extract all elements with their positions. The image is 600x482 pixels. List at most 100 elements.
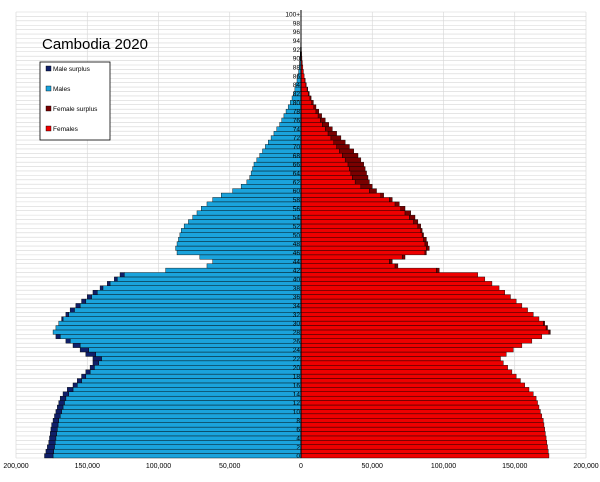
age-label: 50 <box>293 232 301 239</box>
female-surplus-bar <box>380 192 384 198</box>
male-bar <box>59 413 302 419</box>
male-bar <box>175 245 302 251</box>
female-surplus-bar <box>308 91 310 97</box>
male-bar <box>68 312 302 317</box>
age-label: 66 <box>293 162 301 169</box>
female-bar <box>300 334 543 339</box>
female-bar <box>300 387 530 392</box>
male-bar <box>55 435 302 441</box>
female-bar <box>300 179 356 185</box>
male-bar <box>196 210 302 216</box>
age-label: 94 <box>293 38 301 45</box>
female-bar <box>300 422 545 428</box>
female-bar <box>300 329 550 335</box>
male-bar <box>89 369 302 375</box>
female-bar <box>300 91 309 97</box>
female-bar <box>300 320 544 326</box>
age-label: 22 <box>293 356 301 363</box>
male-bar <box>212 259 302 264</box>
female-surplus-bar <box>347 161 364 167</box>
female-bar <box>300 391 534 397</box>
female-surplus-bar <box>389 259 393 264</box>
male-surplus-bar <box>65 338 71 344</box>
male-bar <box>176 250 302 256</box>
male-bar <box>220 192 302 198</box>
age-label: 96 <box>293 29 301 36</box>
male-surplus-bar <box>65 312 69 317</box>
female-surplus-bar <box>360 184 373 189</box>
age-label: 72 <box>293 135 301 142</box>
age-label: 76 <box>293 117 301 124</box>
age-label: 8 <box>296 418 300 425</box>
male-surplus-bar <box>51 422 59 428</box>
age-label: 62 <box>293 179 301 186</box>
male-bar <box>58 418 302 423</box>
male-bar <box>165 267 302 273</box>
female-bar <box>300 373 517 379</box>
female-bar <box>300 342 523 348</box>
female-surplus-bar <box>330 135 342 141</box>
female-bar <box>300 267 437 273</box>
age-label: 12 <box>293 400 301 407</box>
age-label: 78 <box>293 109 301 116</box>
female-bar <box>300 413 543 419</box>
female-bar <box>300 294 511 300</box>
male-bar <box>68 391 302 397</box>
x-tick-label: 200,000 <box>573 463 598 470</box>
female-bar <box>300 157 346 163</box>
female-surplus-bar <box>389 197 393 203</box>
male-surplus-bar <box>72 342 81 348</box>
male-bar <box>79 342 302 348</box>
legend-swatch <box>45 105 52 112</box>
age-label: 4 <box>296 435 300 442</box>
male-surplus-bar <box>67 387 74 392</box>
age-labels: 0246810121416182022242628303234363840424… <box>285 12 300 461</box>
age-label: 54 <box>293 215 301 222</box>
age-label: 34 <box>293 303 301 310</box>
male-bar <box>59 334 302 339</box>
male-surplus-bar <box>92 356 102 362</box>
age-label: 10 <box>293 409 301 416</box>
female-bar <box>300 139 334 145</box>
female-surplus-bar <box>344 157 362 163</box>
x-tick-label: 150,000 <box>75 463 100 470</box>
male-bar <box>201 206 302 211</box>
legend-label: Male surplus <box>53 66 91 73</box>
female-surplus-bar <box>322 122 329 128</box>
age-label: 36 <box>293 294 301 301</box>
female-bar <box>300 325 547 331</box>
female-bar <box>300 312 534 317</box>
female-surplus-bar <box>339 148 354 154</box>
male-surplus-bar <box>119 272 125 278</box>
female-bar <box>300 113 319 119</box>
female-bar <box>300 435 547 441</box>
female-bar <box>300 369 513 375</box>
age-label: 68 <box>293 153 301 160</box>
male-bar <box>101 356 302 362</box>
x-tick-label: 200,000 <box>3 463 28 470</box>
male-surplus-bar <box>92 360 99 366</box>
female-bar <box>300 298 517 304</box>
male-surplus-bar <box>87 294 92 300</box>
female-bar <box>300 166 350 172</box>
female-surplus-bar <box>401 254 406 260</box>
male-surplus-bar <box>48 440 56 445</box>
x-tick-label: 100,000 <box>146 463 171 470</box>
female-bar <box>300 100 312 105</box>
female-bar <box>300 263 396 269</box>
age-label: 2 <box>296 444 300 451</box>
female-surplus-bar <box>320 117 326 123</box>
age-label: 70 <box>293 144 301 151</box>
female-bar <box>300 153 343 158</box>
male-surplus-bar <box>54 413 61 419</box>
female-surplus-bar <box>424 241 429 247</box>
female-surplus-bar <box>315 108 320 114</box>
male-surplus-bar <box>85 351 96 357</box>
age-label: 14 <box>293 391 301 398</box>
male-bar <box>79 303 302 309</box>
age-label: 90 <box>293 56 301 63</box>
female-bar <box>300 259 390 264</box>
female-surplus-bar <box>417 223 421 229</box>
legend-label: Female surplus <box>53 106 98 113</box>
male-bar <box>52 329 302 335</box>
